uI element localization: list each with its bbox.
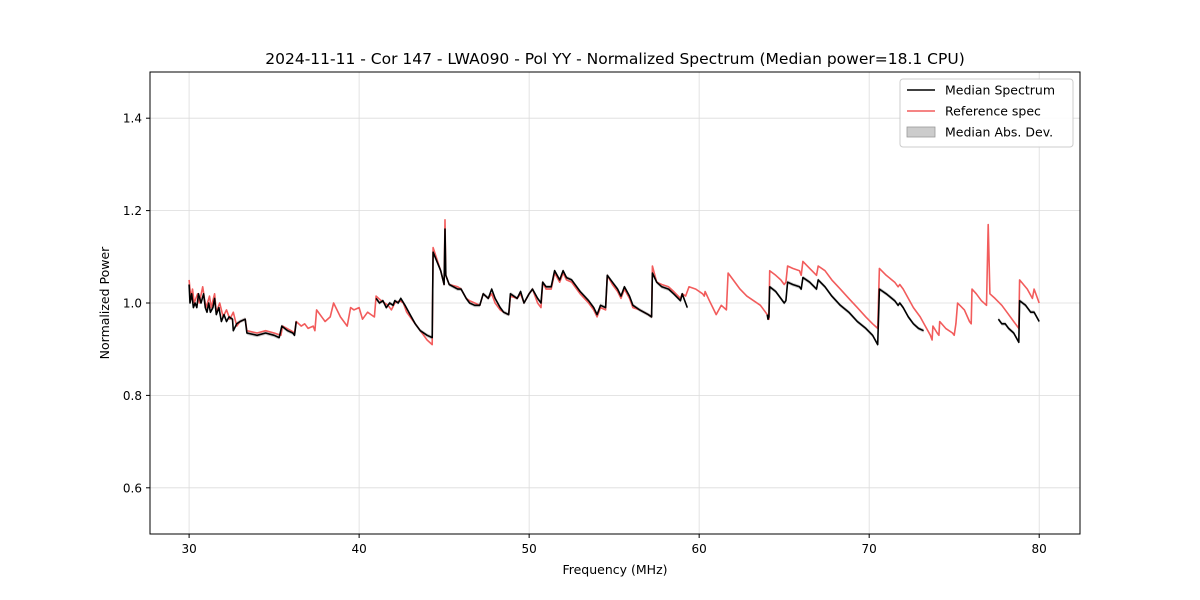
legend-mad-label: Median Abs. Dev. (945, 125, 1053, 140)
x-tick-label: 50 (522, 542, 537, 556)
y-tick-label: 1.4 (123, 112, 142, 126)
y-tick-label: 1.0 (123, 297, 142, 311)
y-tick-label: 1.2 (123, 204, 142, 218)
series-layer (188, 219, 1040, 347)
x-axis-label: Frequency (MHz) (562, 562, 667, 577)
median-spectrum-line (188, 284, 297, 339)
x-tick-label: 30 (181, 542, 196, 556)
x-tick-label: 70 (862, 542, 877, 556)
median-spectrum-line (766, 276, 924, 346)
y-axis-label: Normalized Power (97, 246, 112, 360)
median-spectrum-line (997, 299, 1040, 344)
x-tick-label: 60 (692, 542, 707, 556)
legend-mad-swatch (906, 126, 936, 138)
legend-box (899, 78, 1074, 148)
y-tick-label: 0.8 (123, 389, 142, 403)
median-spectrum-line (375, 228, 689, 339)
chart-title: 2024-11-11 - Cor 147 - LWA090 - Pol YY -… (265, 50, 965, 68)
x-tick-label: 80 (1032, 542, 1047, 556)
reference-spectrum-line (188, 219, 1040, 346)
legend-median-label: Median Spectrum (945, 83, 1055, 98)
legend-reference-label: Reference spec (945, 104, 1041, 119)
axes: 30 40 50 60 70 80 0.6 0.8 1.0 1.2 1.4 (123, 112, 1047, 556)
legend: Median Spectrum Reference spec Median Ab… (899, 78, 1074, 148)
y-tick-label: 0.6 (123, 481, 142, 495)
x-tick-label: 40 (351, 542, 366, 556)
